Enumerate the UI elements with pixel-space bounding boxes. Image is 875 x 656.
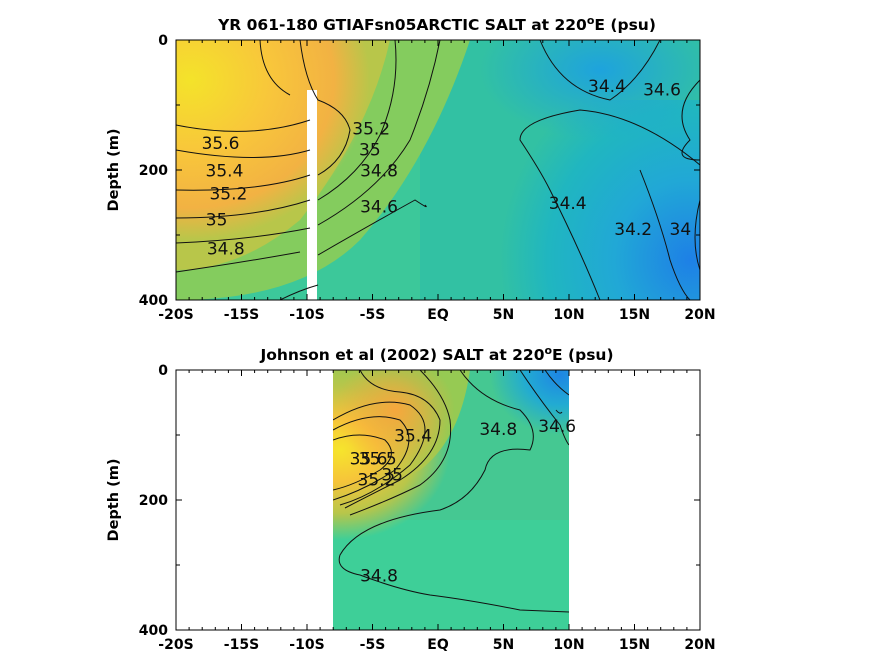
panel-1-contours xyxy=(176,40,700,300)
y-tick-label: 200 xyxy=(139,163,168,179)
x-tick-label: EQ xyxy=(427,637,449,653)
x-tick-label: 10N xyxy=(553,637,584,653)
y-tick-label: 200 xyxy=(139,493,168,509)
x-tick-label: -15S xyxy=(224,637,259,653)
panel-2-y-axis: 0 200 400 xyxy=(139,363,700,639)
x-tick-label: -5S xyxy=(360,307,386,323)
x-tick-label: 15N xyxy=(619,637,650,653)
panel-2-title: Johnson et al (2002) SALT at 220oE (psu) xyxy=(259,344,613,364)
panel-1-masked-column xyxy=(307,90,317,302)
x-tick-label: -15S xyxy=(224,307,259,323)
x-tick-label: -5S xyxy=(360,637,386,653)
x-tick-label: 15N xyxy=(619,307,650,323)
contour-label: 35.2 xyxy=(352,119,390,139)
contour-label: 34.8 xyxy=(360,566,398,586)
panel-1-y-axis: 0 200 400 xyxy=(139,33,700,309)
contour-label: 34.8 xyxy=(479,420,517,440)
contour-label: 34.4 xyxy=(588,77,626,97)
x-tick-label: 5N xyxy=(493,637,514,653)
contour-label: 35.2 xyxy=(358,471,396,491)
x-tick-label: 5N xyxy=(493,307,514,323)
panel-2: Johnson et al (2002) SALT at 220oE (psu)… xyxy=(106,344,716,653)
panel-2-contour-labels: 35.635.535.2 35.4 35 34.8 34.6 34.8 xyxy=(350,417,576,587)
contour-label: 35 xyxy=(206,210,228,230)
panel-1: YR 061-180 GTIAFsn05ARCTIC SALT at 220oE… xyxy=(106,14,716,323)
panel-2-ylabel: Depth (m) xyxy=(106,459,122,542)
contour-label: 34 xyxy=(670,220,692,240)
y-tick-label: 400 xyxy=(139,623,168,639)
y-tick-label: 0 xyxy=(158,363,168,379)
x-tick-label: -20S xyxy=(158,637,193,653)
x-tick-label: -10S xyxy=(289,307,324,323)
panel-1-ylabel: Depth (m) xyxy=(106,129,122,212)
contour-label: 35.2 xyxy=(209,184,247,204)
x-tick-label: 10N xyxy=(553,307,584,323)
y-tick-label: 0 xyxy=(158,33,168,49)
contour-label: 34.4 xyxy=(549,194,587,214)
contour-label: 34.6 xyxy=(538,417,576,437)
contour-label: 34.8 xyxy=(360,162,398,182)
x-tick-label: EQ xyxy=(427,307,449,323)
x-tick-label: -20S xyxy=(158,307,193,323)
x-tick-label: 20N xyxy=(684,637,715,653)
contour-label: 35.4 xyxy=(394,427,432,447)
contour-label: 34.6 xyxy=(360,197,398,217)
contour-label: 35.4 xyxy=(206,162,244,182)
contour-label: 34.6 xyxy=(643,80,681,100)
contour-label: 35.5 xyxy=(359,449,397,469)
contour-label: 34.2 xyxy=(614,220,652,240)
contour-label: 35.6 xyxy=(350,449,388,469)
contour-label: 34.8 xyxy=(207,240,245,260)
y-tick-label: 400 xyxy=(139,293,168,309)
contour-label: 35 xyxy=(359,141,381,161)
panel-2-contours xyxy=(333,370,569,613)
panel-2-x-axis: -20S -15S -10S -5S EQ 5N 10N 15N 20N xyxy=(158,370,716,653)
contour-label: 35 xyxy=(381,466,403,486)
x-tick-label: 20N xyxy=(684,307,715,323)
panel-1-x-axis: -20S -15S -10S -5S EQ 5N 10N 15N 20N xyxy=(158,40,716,323)
panel-1-title: YR 061-180 GTIAFsn05ARCTIC SALT at 220oE… xyxy=(217,14,656,34)
x-tick-label: -10S xyxy=(289,637,324,653)
panel-2-salinity-field xyxy=(333,370,569,630)
contour-label: 35.6 xyxy=(202,134,240,154)
